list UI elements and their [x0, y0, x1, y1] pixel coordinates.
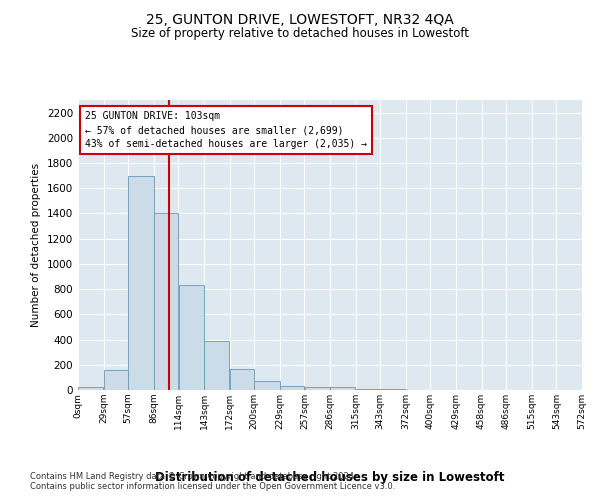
Text: 25, GUNTON DRIVE, LOWESTOFT, NR32 4QA: 25, GUNTON DRIVE, LOWESTOFT, NR32 4QA — [146, 12, 454, 26]
Bar — [128, 176, 154, 390]
Bar — [254, 381, 280, 390]
Bar — [179, 286, 204, 390]
Bar — [305, 387, 330, 390]
Bar — [104, 370, 128, 390]
Bar — [330, 388, 355, 390]
Text: Contains HM Land Registry data © Crown copyright and database right 2024.: Contains HM Land Registry data © Crown c… — [30, 472, 356, 481]
Text: 25 GUNTON DRIVE: 103sqm
← 57% of detached houses are smaller (2,699)
43% of semi: 25 GUNTON DRIVE: 103sqm ← 57% of detache… — [85, 112, 367, 150]
Text: Contains public sector information licensed under the Open Government Licence v3: Contains public sector information licen… — [30, 482, 395, 491]
Bar — [280, 386, 304, 390]
Bar — [154, 214, 178, 390]
Y-axis label: Number of detached properties: Number of detached properties — [31, 163, 41, 327]
X-axis label: Distribution of detached houses by size in Lowestoft: Distribution of detached houses by size … — [155, 471, 505, 484]
Text: Size of property relative to detached houses in Lowestoft: Size of property relative to detached ho… — [131, 28, 469, 40]
Bar — [230, 369, 254, 390]
Bar — [204, 341, 229, 390]
Bar — [78, 388, 103, 390]
